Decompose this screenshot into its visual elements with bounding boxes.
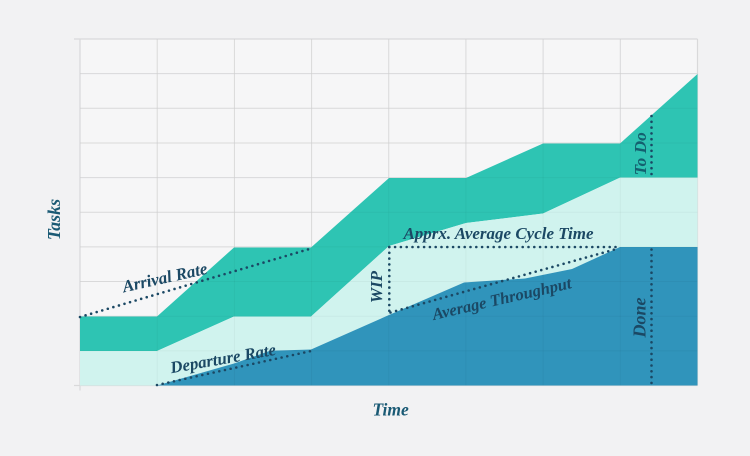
svg-text:To Do: To Do — [631, 132, 650, 175]
svg-text:Time: Time — [372, 399, 409, 419]
svg-text:Tasks: Tasks — [44, 199, 64, 240]
svg-text:WIP: WIP — [367, 270, 386, 303]
svg-text:Apprx. Average Cycle Time: Apprx. Average Cycle Time — [402, 224, 594, 243]
svg-text:Done: Done — [630, 297, 650, 338]
